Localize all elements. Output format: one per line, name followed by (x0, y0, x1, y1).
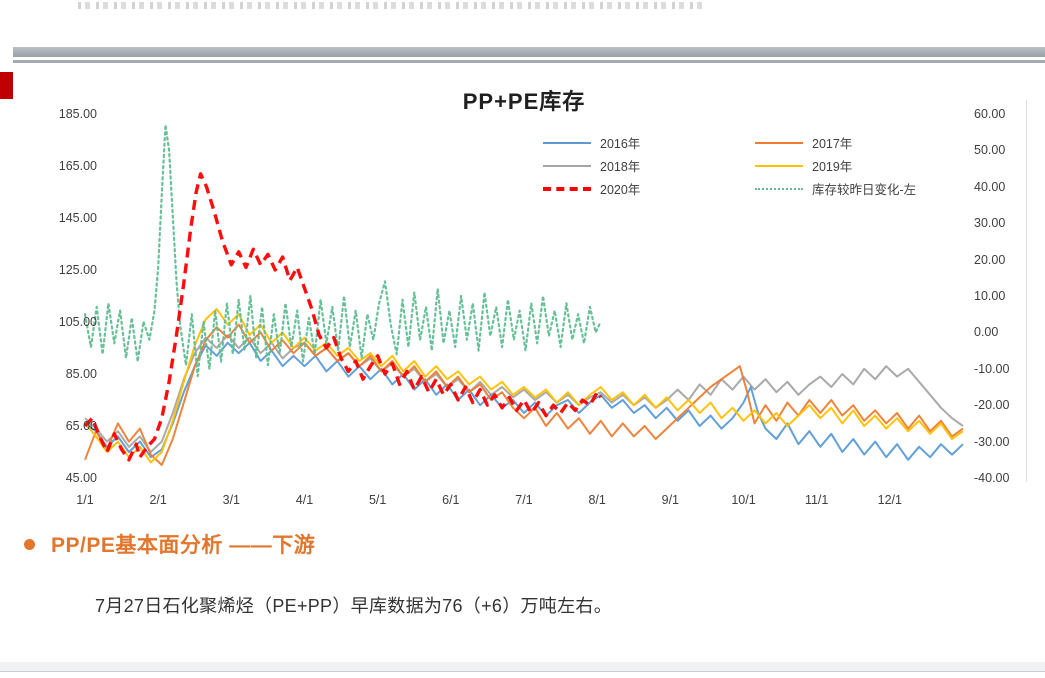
y-right-tick: 20.00 (974, 252, 1006, 267)
body-paragraph: 7月27日石化聚烯烃（PE+PP）早库数据为76（+6）万吨左右。 (95, 596, 613, 616)
legend-item: 库存较昨日变化-左 (755, 179, 995, 198)
x-axis-tick: 8/1 (588, 493, 606, 507)
x-axis-tick: 11/1 (804, 493, 829, 507)
y-right-tick: -30.00 (974, 434, 1010, 449)
legend-item: 2018年 (543, 156, 755, 175)
y-right-tick: 30.00 (974, 216, 1006, 231)
y-right-tick: 0.00 (974, 325, 999, 340)
y-right-tick: 40.00 (974, 179, 1006, 194)
legend-line-swatch (543, 141, 591, 144)
chart-legend: 2016年 2017年 2018年 2019年 2020年 库存较昨日变化-左 (543, 131, 995, 200)
series-line-2017年 (84, 323, 964, 466)
x-axis-tick: 1/1 (76, 493, 94, 507)
y-left-tick: 85.00 (65, 367, 97, 381)
x-axis-tick: 7/1 (515, 493, 533, 507)
y-left-tick: 165.00 (58, 159, 97, 173)
legend-label: 2017年 (812, 137, 853, 151)
legend-label: 2019年 (812, 160, 853, 174)
legend-label: 2020年 (600, 183, 641, 197)
legend-item: 2019年 (755, 156, 995, 175)
x-axis-tick: 3/1 (222, 493, 241, 507)
y-right-tick: 50.00 (974, 143, 1006, 158)
legend-line-swatch (755, 187, 803, 190)
section-heading: PP/PE基本面分析 ——下游 (24, 529, 315, 559)
legend-line-swatch (755, 141, 803, 144)
legend-line-swatch (543, 164, 591, 167)
legend-label: 2016年 (600, 137, 641, 151)
footer-divider (0, 662, 1045, 672)
y-left-tick: 65.00 (65, 419, 97, 433)
legend-label: 2018年 (600, 160, 641, 174)
series-line-2019年 (84, 308, 964, 464)
y-right-tick: -20.00 (974, 398, 1010, 413)
legend-item: 2017年 (755, 133, 995, 152)
chart-title: PP+PE库存 (462, 89, 586, 114)
y-left-tick: 185.00 (58, 107, 97, 121)
y-right-tick: -10.00 (974, 361, 1010, 376)
section-heading-text: PP/PE基本面分析 ——下游 (51, 534, 316, 557)
x-axis-tick: 10/1 (731, 493, 756, 507)
cropped-text-remnant (78, 2, 708, 9)
legend-line-swatch (755, 164, 803, 167)
y-left-tick: 145.00 (58, 211, 97, 225)
y-right-tick: 10.00 (974, 289, 1006, 303)
series-line-库存较昨日变化-左 (83, 123, 602, 378)
series-line-2020年 (83, 172, 603, 462)
plot-right-border (1026, 100, 1027, 482)
y-left-tick: 45.00 (65, 471, 97, 485)
red-accent-block (0, 72, 13, 99)
header-divider-line (13, 60, 1045, 63)
y-left-tick: 125.00 (58, 263, 97, 277)
x-axis-tick: 2/1 (149, 493, 167, 507)
x-axis-tick: 5/1 (368, 493, 387, 507)
y-right-tick: 60.00 (974, 107, 1006, 121)
x-axis-tick: 4/1 (295, 493, 314, 507)
x-axis-tick: 12/1 (877, 493, 902, 507)
header-divider-bar (13, 47, 1045, 57)
legend-label: 库存较昨日变化-左 (812, 183, 917, 197)
legend-item: 2020年 (543, 179, 755, 198)
y-right-tick: -40.00 (974, 471, 1010, 485)
legend-item: 2016年 (543, 133, 755, 152)
x-axis-tick: 6/1 (442, 493, 460, 507)
y-left-tick: 105.00 (58, 315, 97, 329)
x-axis-tick: 9/1 (661, 493, 680, 507)
bullet-icon (24, 538, 35, 550)
legend-line-swatch (543, 186, 591, 191)
